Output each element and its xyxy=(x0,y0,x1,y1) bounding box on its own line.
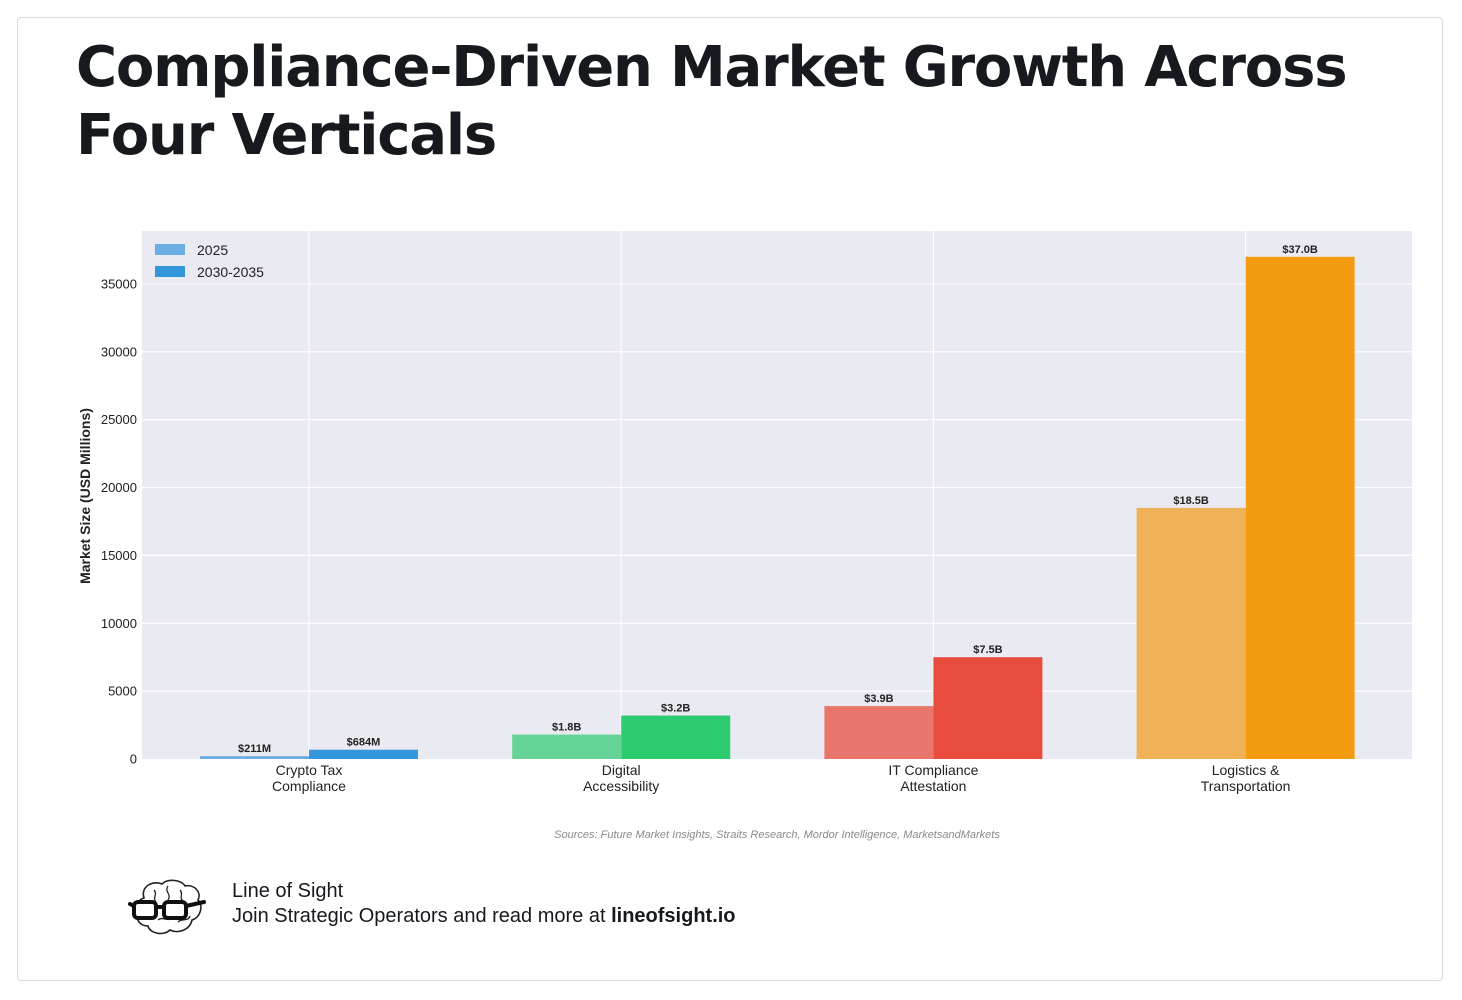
y-tick-label: 25000 xyxy=(101,412,137,427)
footer-brand: Line of Sight xyxy=(232,880,344,902)
y-tick-label: 30000 xyxy=(101,344,137,359)
footer-cta: Join Strategic Operators and read more a… xyxy=(232,905,736,928)
bar-2025-1 xyxy=(512,734,622,759)
x-tick-label: Logistics & xyxy=(1212,762,1280,778)
bar-value-label: $3.9B xyxy=(864,693,893,705)
bar-value-label: $684M xyxy=(347,737,381,749)
bar-2030-2035-0 xyxy=(309,749,418,759)
bar-value-label: $7.5B xyxy=(973,644,1002,656)
bar-2025-3 xyxy=(1136,507,1246,759)
footer-cta-text: Join Strategic Operators and read more a… xyxy=(232,905,606,927)
bar-2030-2035-1 xyxy=(621,715,731,759)
bar-value-label: $37.0B xyxy=(1282,244,1318,256)
bar-chart: 0 5000 10000 15000 20000 25000 30000 35000 $211M… xyxy=(77,231,1412,841)
legend-label: 2030-2035 xyxy=(197,264,264,280)
bar-2025-0 xyxy=(200,756,309,759)
bar-2030-2035-3 xyxy=(1245,256,1355,759)
bar-2030-2035-2 xyxy=(933,657,1043,759)
bar-2025-2 xyxy=(824,706,934,759)
bar-value-label: $1.8B xyxy=(552,722,581,734)
y-axis-label: Market Size (USD Millions) xyxy=(77,408,93,584)
y-tick-label: 15000 xyxy=(101,548,137,563)
y-tick-label: 5000 xyxy=(108,684,137,699)
legend-swatch-1 xyxy=(155,266,185,277)
legend-label: 2025 xyxy=(197,242,228,258)
x-tick-label: Transportation xyxy=(1201,778,1291,794)
legend-swatch-0 xyxy=(155,244,185,255)
sources-note: Sources: Future Market Insights, Straits… xyxy=(554,829,1000,841)
bar-value-label: $211M xyxy=(238,743,271,755)
page-title: Compliance-Driven Market Growth Across F… xyxy=(76,35,1348,168)
bar-value-label: $3.2B xyxy=(661,703,690,715)
y-tick-label: 20000 xyxy=(101,480,137,495)
x-tick-label: Attestation xyxy=(900,778,966,794)
y-tick-label: 10000 xyxy=(101,616,137,631)
x-tick-label: Digital xyxy=(602,762,641,778)
x-tick-label: IT Compliance xyxy=(888,762,978,778)
brain-glasses-icon xyxy=(128,879,206,935)
footer-link[interactable]: lineofsight.io xyxy=(611,905,736,927)
bar-value-label: $18.5B xyxy=(1173,495,1209,507)
x-tick-label: Accessibility xyxy=(583,778,659,794)
y-tick-label: 35000 xyxy=(101,276,137,291)
y-tick-label: 0 xyxy=(130,752,137,767)
x-tick-label: Compliance xyxy=(272,778,346,794)
x-tick-label: Crypto Tax xyxy=(276,762,343,778)
